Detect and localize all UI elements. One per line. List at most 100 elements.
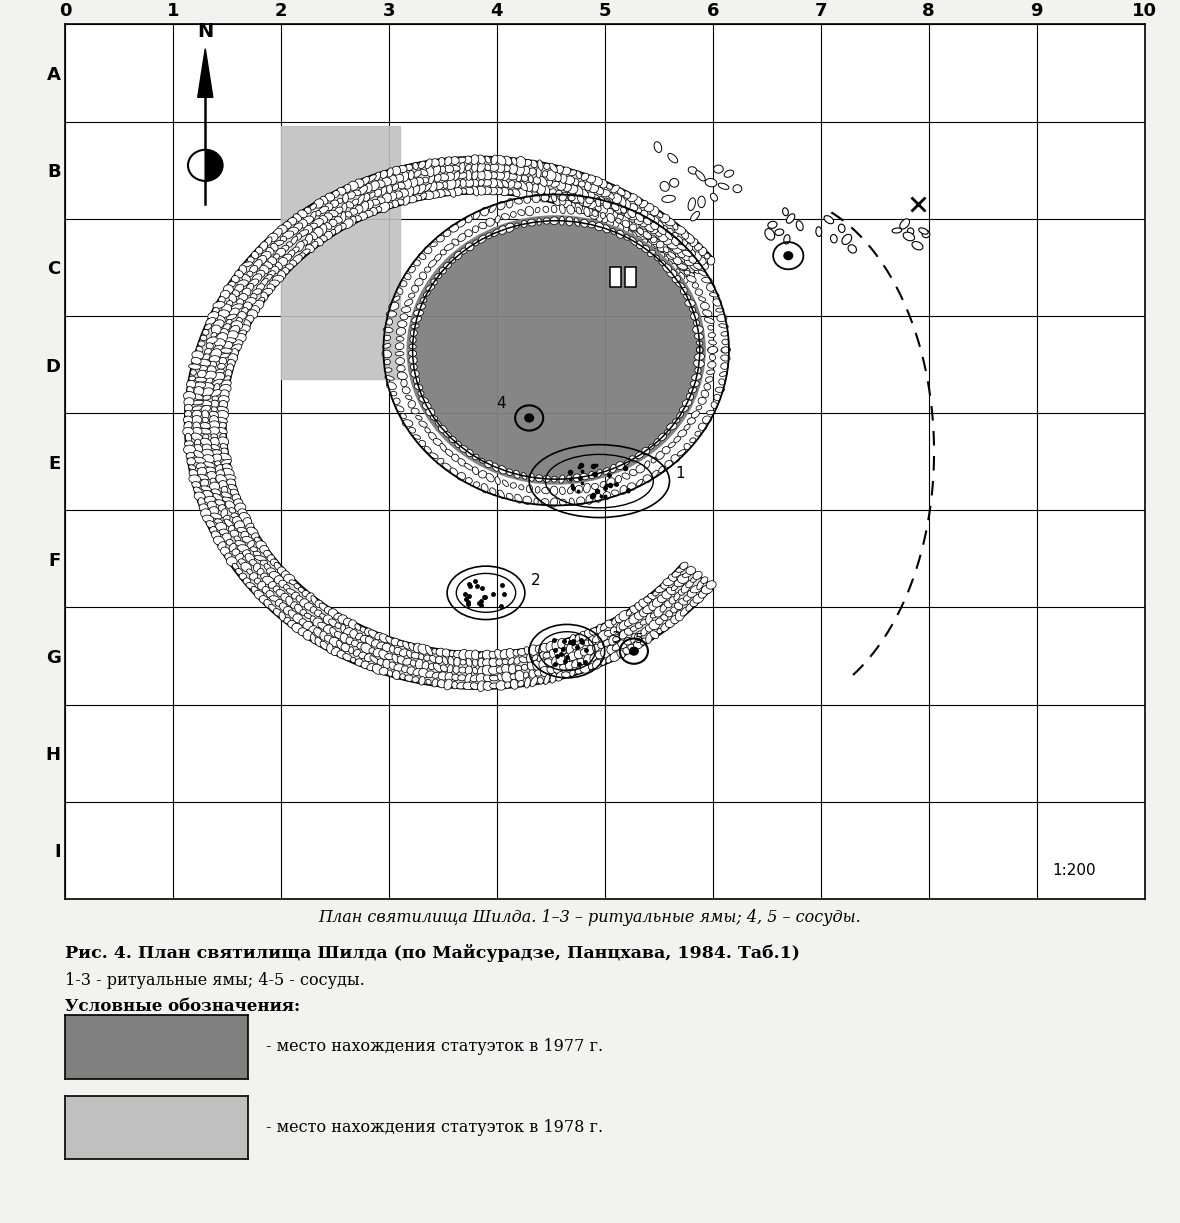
Ellipse shape [282,254,291,262]
Ellipse shape [355,659,363,667]
Bar [610,268,621,286]
Ellipse shape [203,462,215,467]
Ellipse shape [450,224,459,232]
Ellipse shape [503,659,509,664]
Ellipse shape [431,279,438,285]
Ellipse shape [601,190,610,197]
Ellipse shape [454,442,461,448]
Ellipse shape [584,182,591,191]
Ellipse shape [194,444,203,454]
Ellipse shape [636,208,642,213]
Ellipse shape [681,287,687,295]
Ellipse shape [543,652,551,658]
Ellipse shape [680,563,688,570]
Ellipse shape [303,631,313,640]
Ellipse shape [710,193,717,201]
Ellipse shape [419,253,426,259]
Ellipse shape [615,614,624,623]
Ellipse shape [581,219,589,227]
Ellipse shape [472,668,478,674]
Ellipse shape [313,219,323,227]
Ellipse shape [209,361,217,368]
Ellipse shape [690,238,697,246]
Ellipse shape [224,519,234,528]
Ellipse shape [349,208,358,215]
Ellipse shape [551,476,557,482]
Ellipse shape [419,669,428,678]
Ellipse shape [697,196,706,208]
Ellipse shape [219,353,229,358]
Ellipse shape [425,267,431,273]
Ellipse shape [221,349,232,353]
Ellipse shape [585,192,595,199]
Ellipse shape [194,386,204,395]
Ellipse shape [242,275,250,283]
Ellipse shape [696,406,702,410]
Ellipse shape [247,569,253,575]
Ellipse shape [671,583,678,591]
Ellipse shape [502,671,512,682]
Ellipse shape [635,603,642,610]
Ellipse shape [219,454,231,461]
Ellipse shape [532,183,538,192]
Ellipse shape [815,226,821,236]
Ellipse shape [695,432,701,437]
Ellipse shape [540,193,550,202]
Ellipse shape [550,216,558,225]
Ellipse shape [396,328,406,335]
Ellipse shape [483,681,493,691]
Ellipse shape [306,234,313,245]
Ellipse shape [340,634,348,643]
Ellipse shape [494,187,503,194]
Ellipse shape [504,165,510,171]
Ellipse shape [382,177,392,186]
Ellipse shape [607,478,615,486]
Ellipse shape [267,270,275,278]
Ellipse shape [214,384,219,391]
Ellipse shape [211,454,222,462]
Ellipse shape [641,638,647,645]
Ellipse shape [320,614,327,619]
Ellipse shape [667,241,678,249]
Ellipse shape [615,221,623,232]
Ellipse shape [273,275,283,283]
Ellipse shape [630,605,638,614]
Ellipse shape [635,451,644,459]
Ellipse shape [184,445,196,454]
Ellipse shape [682,251,693,257]
Ellipse shape [254,563,261,571]
Ellipse shape [192,351,204,360]
Ellipse shape [661,256,669,264]
Ellipse shape [663,578,675,586]
Ellipse shape [324,231,333,240]
Ellipse shape [314,627,322,637]
Ellipse shape [548,197,553,202]
Ellipse shape [496,659,503,665]
Ellipse shape [215,461,221,466]
Ellipse shape [435,421,441,427]
Ellipse shape [393,296,400,301]
Ellipse shape [472,467,479,475]
Ellipse shape [224,475,236,481]
Ellipse shape [592,635,603,642]
Ellipse shape [336,187,346,194]
Ellipse shape [472,186,479,196]
Ellipse shape [186,457,196,465]
Ellipse shape [310,596,319,605]
Ellipse shape [201,479,209,487]
Ellipse shape [237,544,249,553]
Ellipse shape [277,567,286,575]
Ellipse shape [641,210,648,218]
Ellipse shape [645,625,654,632]
Ellipse shape [651,471,658,478]
Ellipse shape [497,155,506,165]
Ellipse shape [360,202,368,212]
Ellipse shape [360,636,368,642]
Ellipse shape [288,227,299,235]
Ellipse shape [683,295,690,300]
Ellipse shape [610,220,620,227]
Ellipse shape [616,476,622,483]
Ellipse shape [211,489,221,495]
Ellipse shape [288,610,297,619]
Ellipse shape [611,185,620,193]
